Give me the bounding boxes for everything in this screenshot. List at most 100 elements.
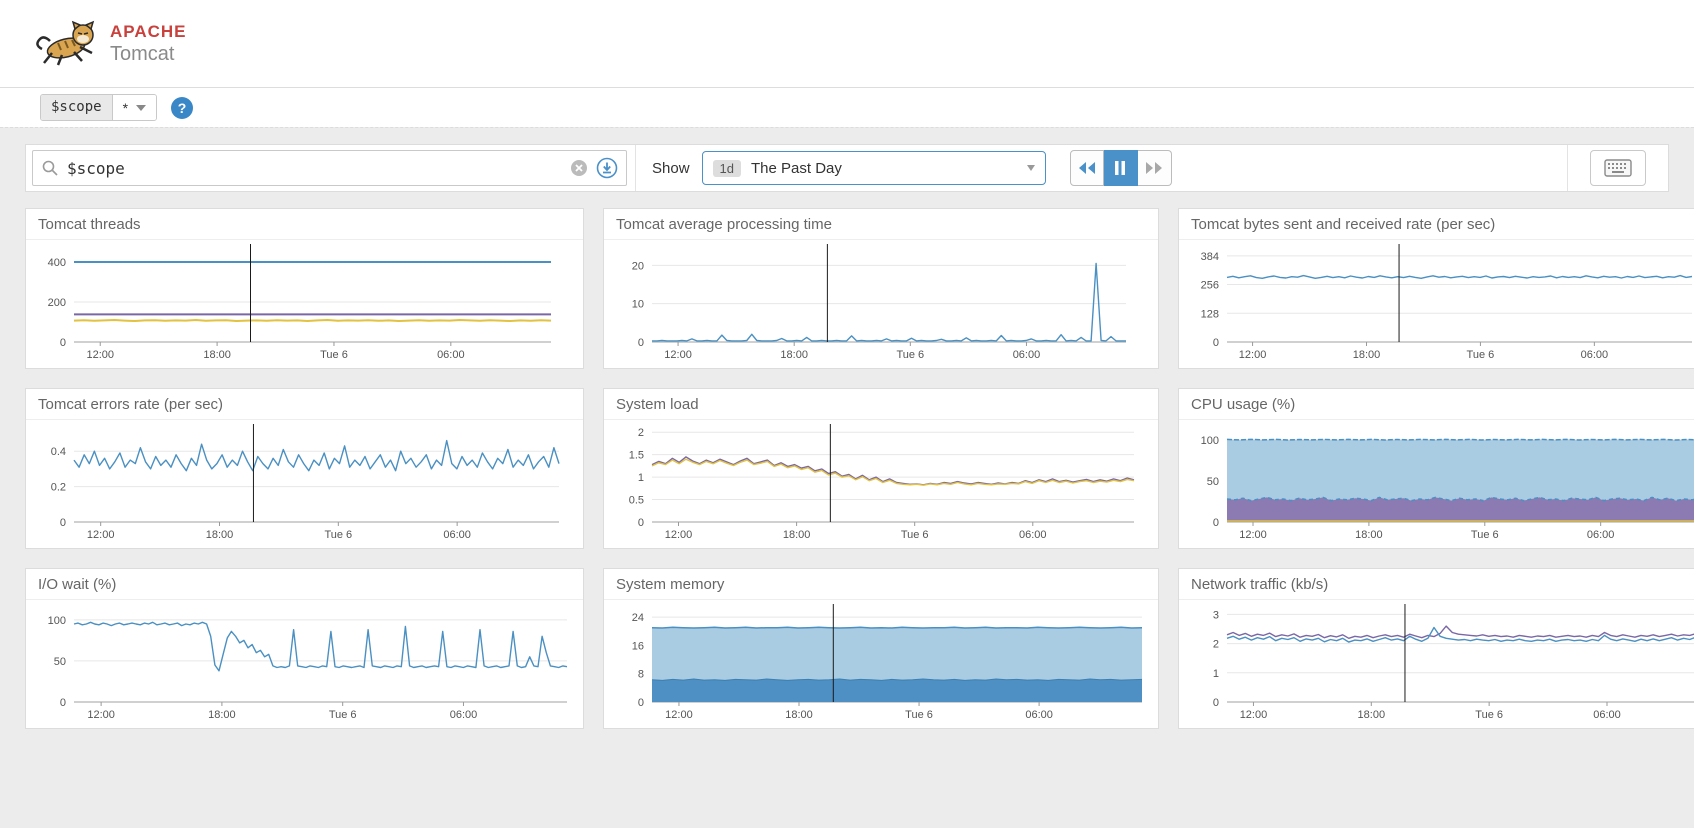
chart-canvas[interactable]: 05010012:0018:00Tue 606:00 [1179,420,1694,549]
playback-controls [1070,150,1172,186]
chart-svg[interactable]: 05010012:0018:00Tue 606:00 [28,602,577,724]
svg-text:Tue 6: Tue 6 [329,709,357,721]
show-label: Show [652,160,690,177]
svg-text:2: 2 [638,427,644,439]
svg-text:2: 2 [1213,639,1219,651]
svg-text:10: 10 [632,299,644,311]
scope-bar: $scope * ? [0,88,1694,127]
chart-title: CPU usage (%) [1179,389,1694,420]
chart-canvas[interactable]: 0102012:0018:00Tue 606:00 [604,240,1158,369]
chart-canvas[interactable]: 012312:0018:00Tue 606:00 [1179,600,1694,729]
fast-forward-icon [1145,161,1163,175]
svg-text:18:00: 18:00 [208,709,236,721]
chart-svg[interactable]: 0102012:0018:00Tue 606:00 [606,242,1136,364]
chart-canvas[interactable]: 020040012:0018:00Tue 606:00 [26,240,583,369]
pause-button[interactable] [1104,150,1138,186]
clear-search-button[interactable] [570,159,588,177]
panel-tomcat-errors-rate: Tomcat errors rate (per sec) 00.20.412:0… [25,388,584,549]
svg-text:18:00: 18:00 [780,349,808,361]
svg-text:50: 50 [54,656,66,668]
svg-text:200: 200 [48,297,66,309]
chart-svg[interactable]: 08162412:0018:00Tue 606:00 [606,602,1152,724]
svg-text:18:00: 18:00 [783,529,811,541]
svg-text:384: 384 [1201,251,1219,263]
panel-cpu-usage: CPU usage (%) 05010012:0018:00Tue 606:00 [1178,388,1694,549]
clear-circle-icon [570,159,588,177]
chart-title: I/O wait (%) [26,569,583,600]
svg-text:12:00: 12:00 [665,709,693,721]
logo-primary-text: APACHE [110,22,187,42]
svg-text:18:00: 18:00 [206,529,234,541]
chart-canvas[interactable]: 012825638412:0018:00Tue 606:00 [1179,240,1694,369]
svg-text:1: 1 [638,472,644,484]
chart-title: Tomcat bytes sent and received rate (per… [1179,209,1694,240]
svg-text:0: 0 [638,697,644,709]
rewind-icon [1078,161,1096,175]
chart-canvas[interactable]: 05010012:0018:00Tue 606:00 [26,600,583,729]
keyboard-shortcuts-button[interactable] [1590,150,1646,186]
tomcat-logo: APACHE Tomcat [36,19,187,69]
svg-text:06:00: 06:00 [1587,529,1615,541]
app-header: APACHE Tomcat [0,0,1694,88]
chevron-down-icon [136,105,146,111]
chart-title: Network traffic (kb/s) [1179,569,1694,600]
svg-text:24: 24 [632,612,644,624]
time-range-select[interactable]: 1d The Past Day [702,151,1046,185]
svg-text:18:00: 18:00 [1355,529,1383,541]
chart-title: System load [604,389,1158,420]
chart-canvas[interactable]: 0 0.5 1 1.5 2 12:00 18:00 Tue 6 06:00 [604,420,1158,549]
search-section [26,145,636,191]
chart-svg[interactable]: 012825638412:0018:00Tue 606:00 [1181,242,1694,364]
svg-text:18:00: 18:00 [785,709,813,721]
time-range-label: The Past Day [751,160,1017,177]
svg-text:12:00: 12:00 [86,349,114,361]
svg-text:18:00: 18:00 [203,349,231,361]
scope-variable-label: $scope [41,95,113,120]
svg-text:12:00: 12:00 [1239,349,1267,361]
panel-tomcat-avg-processing-time: Tomcat average processing time 0102012:0… [603,208,1159,369]
svg-text:06:00: 06:00 [450,709,478,721]
search-input[interactable] [67,159,562,178]
chart-canvas[interactable]: 00.20.412:0018:00Tue 606:00 [26,420,583,549]
svg-text:128: 128 [1201,308,1219,320]
rewind-button[interactable] [1070,150,1104,186]
chart-svg[interactable]: 020040012:0018:00Tue 606:00 [28,242,561,364]
panel-network-traffic: Network traffic (kb/s) 012312:0018:00Tue… [1178,568,1694,729]
svg-text:3: 3 [1213,609,1219,621]
svg-text:06:00: 06:00 [1593,709,1621,721]
tomcat-logo-icon [36,19,102,69]
chart-svg[interactable]: 012312:0018:00Tue 606:00 [1181,602,1694,724]
load-circle-icon [596,157,618,179]
chart-title: Tomcat errors rate (per sec) [26,389,583,420]
svg-text:18:00: 18:00 [1358,709,1386,721]
svg-text:Tue 6: Tue 6 [901,529,929,541]
svg-text:Tue 6: Tue 6 [1475,709,1503,721]
scope-value-dropdown[interactable]: * [113,95,156,120]
svg-text:0.5: 0.5 [629,495,644,507]
chart-svg[interactable]: 05010012:0018:00Tue 606:00 [1181,422,1694,544]
svg-text:0: 0 [60,337,66,349]
charts-grid: Tomcat threads 020040012:0018:00Tue 606:… [25,208,1669,729]
svg-text:06:00: 06:00 [1025,709,1053,721]
fast-forward-button[interactable] [1138,150,1172,186]
load-graphs-button[interactable] [596,157,618,179]
time-range-section: Show 1d The Past Day [636,145,1567,191]
dashboard-main: Show 1d The Past Day [0,127,1694,828]
chart-svg[interactable]: 0 0.5 1 1.5 2 12:00 18:00 Tue 6 06:00 [606,422,1144,544]
dashboard-toolbar: Show 1d The Past Day [25,144,1669,192]
search-box [32,150,627,186]
chart-svg[interactable]: 00.20.412:0018:00Tue 606:00 [28,422,569,544]
svg-text:18:00: 18:00 [1353,349,1381,361]
svg-text:12:00: 12:00 [665,529,693,541]
svg-text:1.5: 1.5 [629,450,644,462]
chart-canvas[interactable]: 08162412:0018:00Tue 606:00 [604,600,1158,729]
svg-text:50: 50 [1207,476,1219,488]
svg-text:400: 400 [48,257,66,269]
keyboard-section [1567,145,1668,191]
svg-text:06:00: 06:00 [1019,529,1047,541]
svg-text:0: 0 [638,337,644,349]
svg-text:0: 0 [638,517,644,529]
help-button[interactable]: ? [171,97,193,119]
svg-text:0: 0 [1213,517,1219,529]
scope-variable-chip: $scope * [40,94,157,121]
